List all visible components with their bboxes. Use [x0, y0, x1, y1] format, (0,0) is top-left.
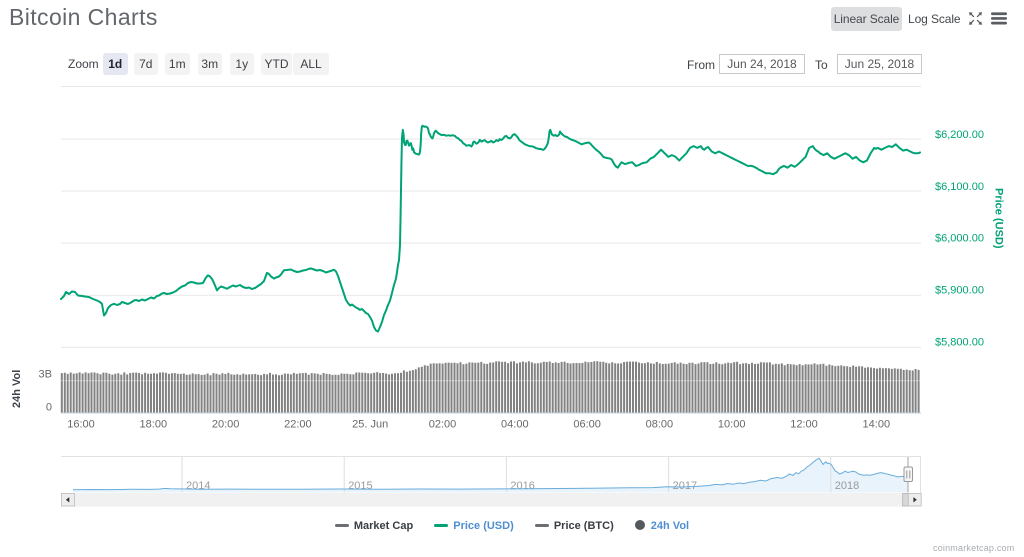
- svg-text:$5,900.00: $5,900.00: [935, 285, 984, 297]
- svg-text:08:00: 08:00: [646, 419, 674, 431]
- svg-text:14:00: 14:00: [863, 419, 891, 431]
- svg-text:$6,100.00: $6,100.00: [935, 181, 984, 193]
- svg-text:Price (USD): Price (USD): [993, 188, 1005, 249]
- svg-text:$6,000.00: $6,000.00: [935, 233, 984, 245]
- svg-text:2014: 2014: [186, 480, 210, 492]
- svg-text:20:00: 20:00: [212, 419, 240, 431]
- svg-text:24h Vol: 24h Vol: [11, 370, 23, 408]
- svg-text:22:00: 22:00: [284, 419, 312, 431]
- svg-text:16:00: 16:00: [67, 419, 95, 431]
- svg-text:2015: 2015: [348, 480, 372, 492]
- svg-text:2018: 2018: [835, 480, 859, 492]
- svg-text:02:00: 02:00: [429, 419, 457, 431]
- svg-text:10:00: 10:00: [718, 419, 746, 431]
- svg-text:0: 0: [46, 402, 52, 414]
- svg-text:$5,800.00: $5,800.00: [935, 336, 984, 348]
- svg-text:04:00: 04:00: [501, 419, 529, 431]
- svg-text:06:00: 06:00: [573, 419, 601, 431]
- svg-text:$6,200.00: $6,200.00: [935, 129, 984, 141]
- svg-text:2016: 2016: [510, 480, 534, 492]
- svg-text:25. Jun: 25. Jun: [352, 419, 388, 431]
- svg-text:12:00: 12:00: [790, 419, 818, 431]
- svg-text:2017: 2017: [673, 480, 697, 492]
- svg-text:18:00: 18:00: [140, 419, 168, 431]
- svg-text:3B: 3B: [39, 369, 52, 381]
